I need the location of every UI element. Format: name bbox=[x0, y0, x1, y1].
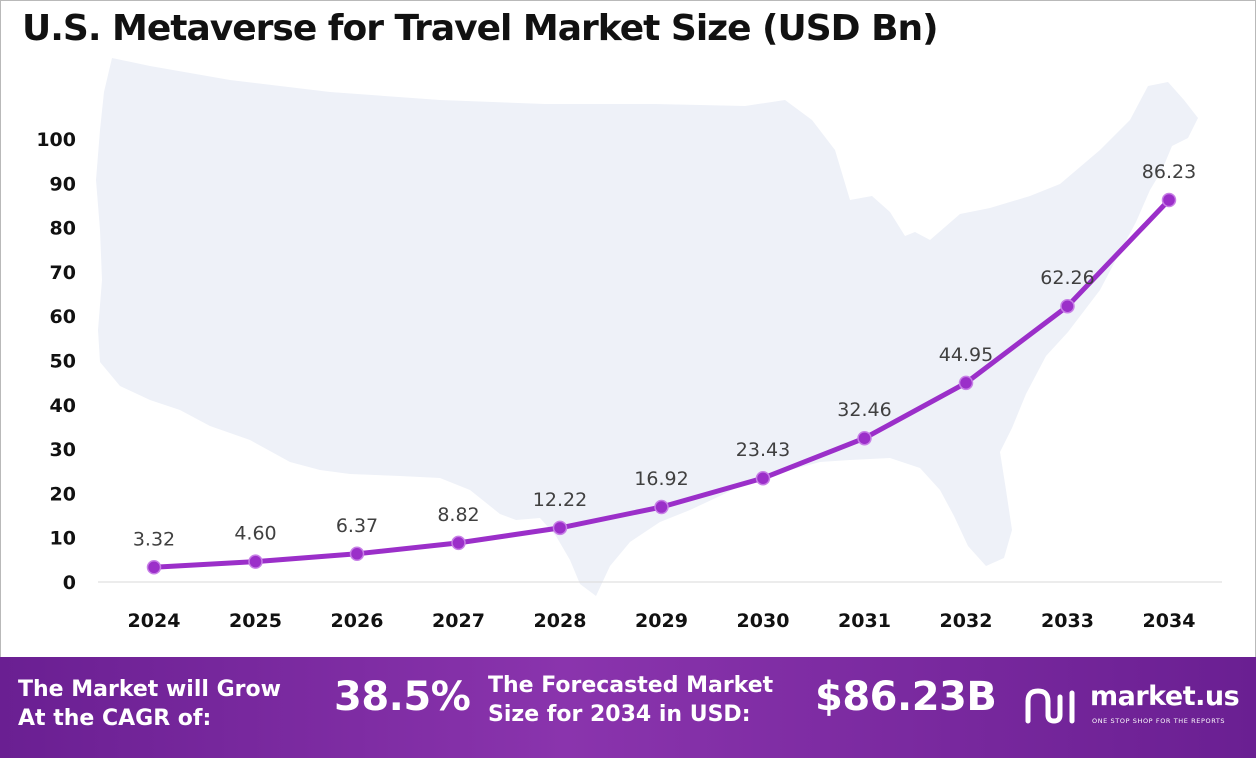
x-tick-label: 2029 bbox=[635, 610, 688, 632]
forecast-label: The Forecasted Market Size for 2034 in U… bbox=[488, 671, 773, 729]
x-tick-label: 2026 bbox=[331, 610, 384, 632]
y-tick-label: 70 bbox=[50, 262, 76, 284]
data-point bbox=[248, 554, 263, 569]
x-tick-label: 2033 bbox=[1041, 610, 1094, 632]
data-label: 23.43 bbox=[736, 439, 790, 461]
forecast-label-line2: Size for 2034 in USD: bbox=[488, 702, 751, 727]
y-tick-label: 50 bbox=[50, 351, 76, 373]
data-label: 44.95 bbox=[939, 344, 993, 366]
cagr-label: The Market will Grow At the CAGR of: bbox=[18, 675, 281, 733]
summary-banner: The Market will Grow At the CAGR of: 38.… bbox=[0, 657, 1256, 758]
cagr-label-line2: At the CAGR of: bbox=[18, 706, 212, 731]
x-tick-label: 2030 bbox=[737, 610, 790, 632]
y-tick-label: 30 bbox=[50, 439, 76, 461]
x-tick-label: 2028 bbox=[534, 610, 587, 632]
data-point bbox=[958, 375, 974, 391]
data-label: 32.46 bbox=[837, 399, 891, 421]
brand-name: market.us bbox=[1090, 681, 1240, 712]
y-tick-label: 40 bbox=[50, 395, 76, 417]
y-tick-label: 80 bbox=[50, 218, 76, 240]
data-point bbox=[451, 535, 466, 551]
x-tick-label: 2034 bbox=[1143, 610, 1196, 632]
data-point bbox=[349, 546, 365, 562]
data-label: 62.26 bbox=[1040, 267, 1094, 289]
x-tick-label: 2027 bbox=[432, 610, 485, 632]
data-label: 12.22 bbox=[533, 489, 587, 511]
data-label: 3.32 bbox=[133, 528, 175, 550]
data-point bbox=[552, 520, 568, 536]
forecast-value: $86.23B bbox=[815, 674, 997, 720]
data-label: 86.23 bbox=[1142, 161, 1196, 183]
x-tick-label: 2031 bbox=[838, 610, 891, 632]
brand-tagline: ONE STOP SHOP FOR THE REPORTS bbox=[1092, 717, 1226, 725]
y-tick-label: 100 bbox=[36, 129, 76, 151]
data-point bbox=[146, 560, 162, 575]
data-point bbox=[1161, 192, 1177, 208]
cagr-label-line1: The Market will Grow bbox=[18, 677, 281, 702]
y-tick-label: 20 bbox=[50, 483, 76, 505]
data-label: 16.92 bbox=[634, 468, 688, 490]
data-label: 4.60 bbox=[234, 523, 276, 545]
forecast-label-line1: The Forecasted Market bbox=[488, 673, 774, 698]
x-tick-label: 2025 bbox=[229, 610, 282, 632]
y-tick-label: 0 bbox=[63, 572, 76, 594]
brand-mark-icon bbox=[1025, 688, 1075, 724]
y-tick-label: 10 bbox=[50, 528, 76, 550]
x-tick-label: 2024 bbox=[128, 610, 181, 632]
data-point bbox=[857, 430, 872, 446]
us-map-background bbox=[96, 58, 1198, 596]
brand-logo: market.us ONE STOP SHOP FOR THE REPORTS bbox=[1024, 681, 1248, 731]
y-tick-label: 90 bbox=[50, 173, 76, 195]
chart-title: U.S. Metaverse for Travel Market Size (U… bbox=[22, 8, 939, 49]
data-point bbox=[1060, 298, 1075, 314]
data-label: 8.82 bbox=[437, 504, 479, 526]
cagr-value: 38.5% bbox=[334, 674, 471, 720]
x-tick-label: 2032 bbox=[940, 610, 993, 632]
data-point bbox=[755, 470, 771, 486]
data-point bbox=[654, 499, 669, 515]
data-label: 6.37 bbox=[336, 515, 378, 537]
y-tick-label: 60 bbox=[50, 306, 76, 328]
